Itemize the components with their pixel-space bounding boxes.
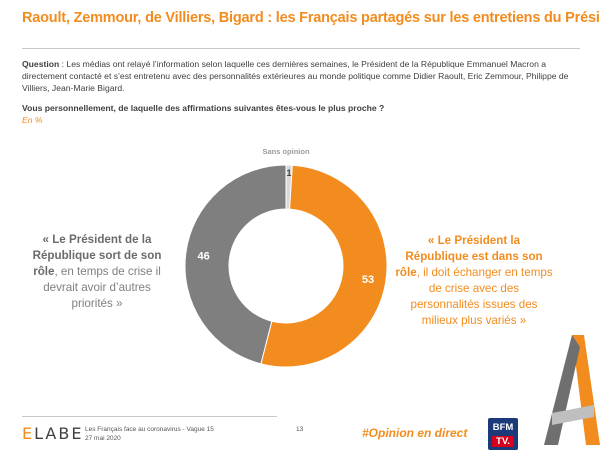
right-quote-highlight: « Le Président la République est dans so… [395, 234, 543, 279]
elabe-logo: ELABE [22, 424, 83, 443]
logo-rest: LABE [34, 424, 84, 443]
question-label: Question [22, 59, 60, 69]
donut-slice-1 [260, 164, 388, 368]
question-text: Question : Les médias ont relayé l’infor… [22, 58, 582, 94]
footer-divider [22, 416, 277, 417]
footer-date: 27 mai 2020 [85, 435, 121, 442]
donut-slice-2 [184, 164, 287, 365]
left-quote-highlight: « Le Président de la République sort de … [32, 233, 162, 278]
right-quote-rest: , il doit échanger en temps de crise ave… [410, 266, 553, 327]
tv-logo-line2: TV. [492, 436, 514, 447]
hashtag: #Opinion en direct [362, 426, 468, 440]
donut-value-label-1: 53 [362, 274, 374, 286]
donut-value-label-0: 1 [286, 168, 291, 178]
left-quote-rest: , en temps de crise il devrait avoir d’a… [43, 265, 161, 310]
donut-value-label-2: 46 [198, 251, 210, 263]
sub-question: Vous personnellement, de laquelle des af… [22, 103, 385, 113]
page-title: Raoult, Zemmour, de Villiers, Bigard : l… [22, 10, 600, 26]
logo-first-letter: E [22, 424, 35, 443]
page-number: 13 [296, 426, 304, 433]
tv-logo-line1: BFM [492, 422, 514, 433]
decorative-a-mark [544, 335, 600, 445]
title-divider [22, 48, 580, 49]
unit-label: En % [22, 115, 43, 125]
sans-opinion-label: Sans opinion [262, 147, 310, 156]
right-quote: « Le Président la République est dans so… [395, 233, 553, 329]
deco-stroke-grey [544, 335, 580, 445]
bfmtv-logo: BFM TV. [488, 418, 518, 450]
deco-crossbar [552, 405, 594, 425]
footer-source: Les Français face au coronavirus - Vague… [85, 426, 214, 433]
question-body: : Les médias ont relayé l’information se… [22, 59, 569, 93]
left-quote: « Le Président de la République sort de … [22, 232, 172, 312]
deco-stroke-orange [572, 335, 600, 445]
